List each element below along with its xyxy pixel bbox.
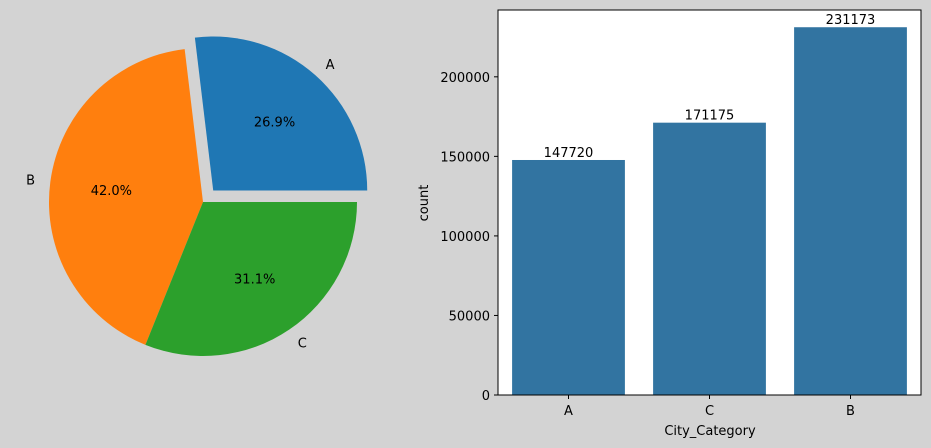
y-tick-label: 150000 xyxy=(440,150,490,165)
bar-b xyxy=(794,27,907,396)
bar-data-label: 171175 xyxy=(685,109,735,124)
y-tick-label: 200000 xyxy=(440,71,490,86)
y-axis-label: count xyxy=(417,185,432,222)
pie-slice-b xyxy=(48,49,203,345)
y-axis: 0 50000 100000 150000 200000 xyxy=(440,71,498,404)
x-axis-label: City_Category xyxy=(664,424,756,439)
pie-pct-label-a: 26.9% xyxy=(254,115,295,130)
bar-plot-border xyxy=(497,9,922,396)
pie-label-a: A xyxy=(326,58,335,73)
pie-label-c: C xyxy=(298,336,307,351)
x-tick-label: C xyxy=(705,404,714,419)
x-tick-label: B xyxy=(846,404,855,419)
bar-c xyxy=(653,122,766,395)
bar-chart: 147720 171175 231173 0 50000 100000 150000 200… xyxy=(417,9,922,439)
y-tick-label: 100000 xyxy=(440,230,490,245)
pie-pct-label-b: 42.0% xyxy=(91,184,132,199)
pie-slice-a xyxy=(194,36,368,191)
pie-label-b: B xyxy=(26,174,35,189)
bars-group: 147720 171175 231173 xyxy=(512,13,907,396)
bar-data-label: 147720 xyxy=(544,146,594,161)
x-tick-label: A xyxy=(564,404,573,419)
y-tick-label: 0 xyxy=(482,389,490,404)
pie-pct-label-c: 31.1% xyxy=(234,273,275,288)
pie-slice-c xyxy=(145,202,357,357)
bar-data-label: 231173 xyxy=(826,13,876,28)
pie-chart: A 26.9% B 42.0% C 31.1% xyxy=(26,36,368,357)
bar-a xyxy=(512,159,625,395)
y-tick-label: 50000 xyxy=(449,309,490,324)
